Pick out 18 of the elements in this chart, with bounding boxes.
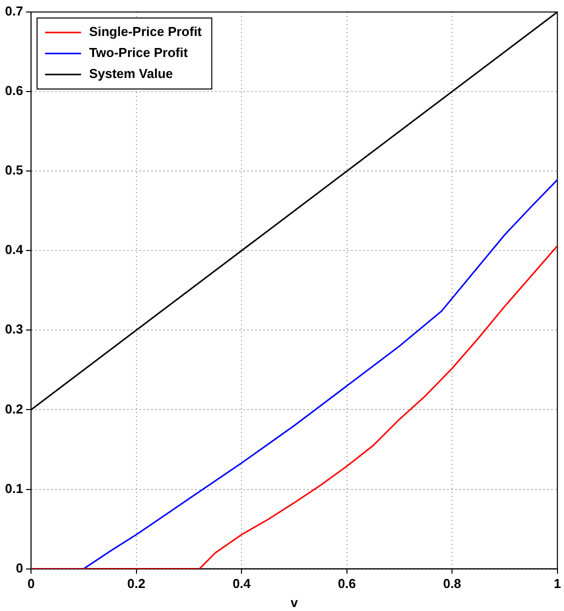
x-tick-label: 0.2 (127, 576, 146, 592)
legend-label: System Value (89, 66, 173, 82)
x-tick-label: 0.4 (232, 576, 252, 592)
y-tick-label: 0.4 (4, 242, 24, 258)
x-tick-label: 0.6 (338, 576, 356, 592)
y-tick-label: 0.3 (4, 322, 24, 337)
x-axis-title: v (290, 594, 299, 610)
x-tick-label: 0.8 (443, 576, 462, 592)
y-tick-label: 0 (16, 560, 24, 576)
legend-label: Single-Price Profit (89, 24, 202, 40)
y-tick-label: 0.5 (4, 162, 24, 178)
y-tick-label: 0.2 (4, 401, 24, 416)
x-tick-label: 1 (554, 576, 561, 592)
legend-label: Two-Price Profit (89, 45, 188, 60)
y-tick-label: 0.6 (4, 83, 24, 98)
x-tick-label: 0 (27, 576, 35, 592)
y-tick-label: 0.7 (4, 4, 24, 19)
y-tick-label: 0.1 (4, 480, 24, 496)
